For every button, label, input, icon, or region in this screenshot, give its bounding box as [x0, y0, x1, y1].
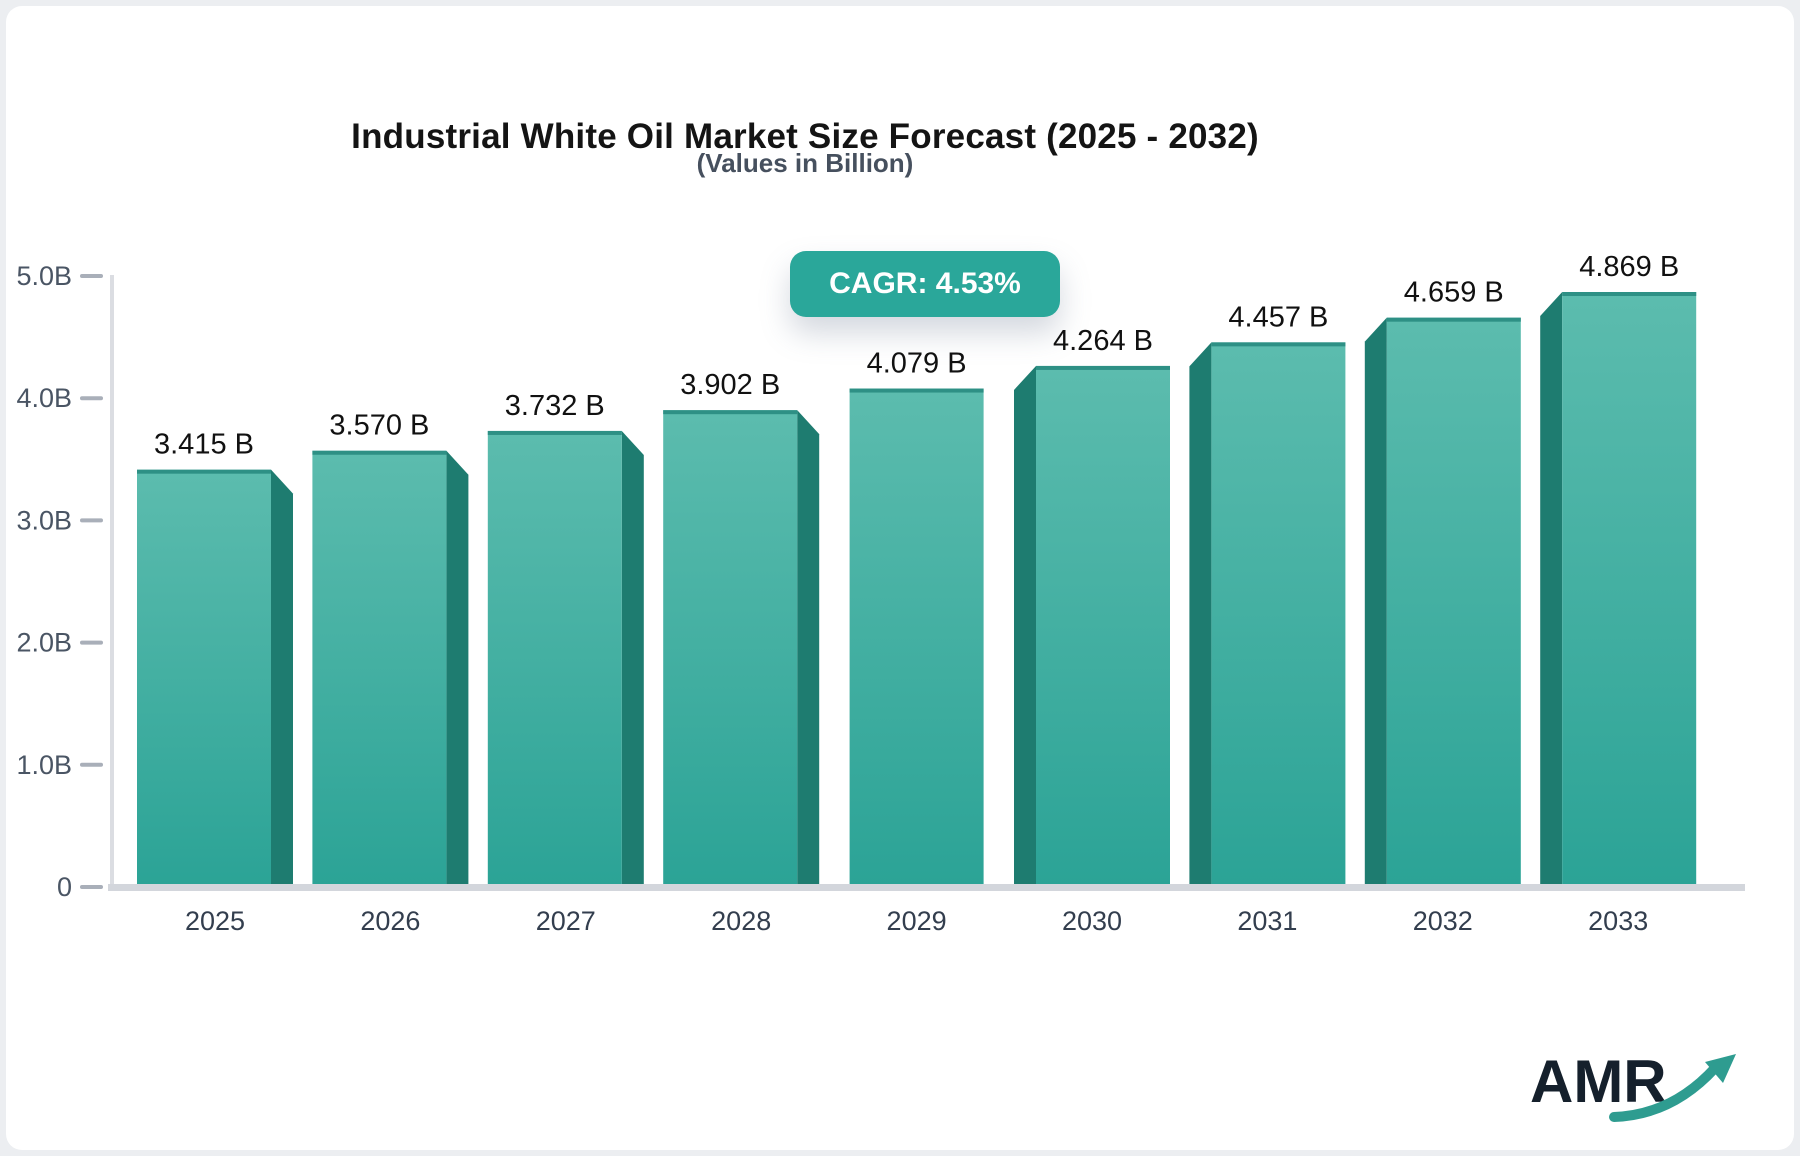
bar-side-face [797, 410, 820, 887]
x-axis-label: 2032 [1413, 906, 1473, 936]
bar-top-edge [1036, 365, 1170, 370]
cagr-badge-label: CAGR: 4.53% [829, 267, 1021, 300]
chart-subtitle: (Values in Billion) [696, 148, 914, 178]
logo-arrow-icon [1609, 1063, 1720, 1122]
y-tick-mark [80, 885, 103, 889]
y-tick-label: 4.0B [16, 383, 72, 413]
bar-top-edge [487, 430, 622, 435]
y-tick-mark [80, 396, 103, 401]
bar-top-edge [663, 410, 798, 415]
bar-value-label: 4.457 B [1228, 301, 1328, 333]
y-axis-line [110, 275, 114, 891]
y-tick-mark [80, 518, 103, 523]
bar-top-edge [1562, 292, 1697, 297]
bar-top-edge [1386, 317, 1521, 322]
logo-arrow-head-icon [1705, 1054, 1736, 1083]
x-axis-label: 2025 [185, 906, 245, 936]
y-tick-mark [80, 274, 103, 278]
x-axis-label: 2026 [360, 906, 420, 936]
bar-2027 [487, 430, 622, 887]
y-tick-label: 1.0B [16, 750, 72, 780]
bar-value-label: 3.902 B [680, 369, 780, 401]
bar-side-face [446, 450, 469, 887]
bar-2030 [1036, 365, 1170, 887]
x-axis-label: 2027 [536, 906, 596, 936]
bar-top-edge [849, 388, 984, 393]
y-tick-mark [80, 762, 103, 767]
bar-side-face [1189, 342, 1212, 887]
y-tick-mark [80, 640, 103, 645]
bar-2025 [137, 469, 271, 887]
chart-title: Industrial White Oil Market Size Forecas… [351, 117, 1259, 157]
bar-2026 [312, 450, 447, 887]
bar-value-label: 3.415 B [154, 429, 254, 461]
amr-logo: AMR [1530, 1048, 1736, 1122]
x-axis-baseline [108, 884, 1745, 891]
amr-logo-text: AMR [1530, 1048, 1667, 1115]
bar-2031 [1211, 342, 1346, 887]
y-tick-label: 2.0B [16, 628, 72, 658]
x-axis-label: 2031 [1237, 906, 1297, 936]
bar-value-label: 4.869 B [1579, 251, 1679, 283]
bar-side-face [1364, 317, 1387, 888]
bar-top-edge [137, 469, 271, 474]
bar-side-face [621, 430, 644, 887]
bar-side-face [1014, 365, 1036, 887]
cagr-badge: CAGR: 4.53% [790, 251, 1060, 317]
bar-top-edge [1211, 342, 1346, 347]
bar-value-label: 3.732 B [505, 390, 605, 422]
y-tick-label: 5.0B [16, 261, 72, 291]
x-axis-label: 2033 [1588, 906, 1648, 936]
bar-2033 [1562, 292, 1697, 888]
y-tick-label: 3.0B [16, 505, 72, 535]
bar-value-label: 4.264 B [1053, 325, 1153, 357]
bar-side-face [271, 469, 293, 887]
bar-value-label: 4.659 B [1404, 277, 1504, 309]
bar-side-face [1540, 292, 1563, 888]
bar-top-edge [312, 450, 447, 455]
bar-2032 [1386, 317, 1521, 888]
x-axis-label: 2029 [887, 906, 947, 936]
bar-value-label: 3.570 B [329, 410, 429, 442]
bar-2028 [663, 410, 798, 887]
bar-value-label: 4.079 B [867, 348, 967, 380]
x-axis-label: 2028 [711, 906, 771, 936]
y-tick-label: 0 [57, 872, 72, 902]
x-axis-label: 2030 [1062, 906, 1122, 936]
bar-2029 [849, 388, 984, 887]
